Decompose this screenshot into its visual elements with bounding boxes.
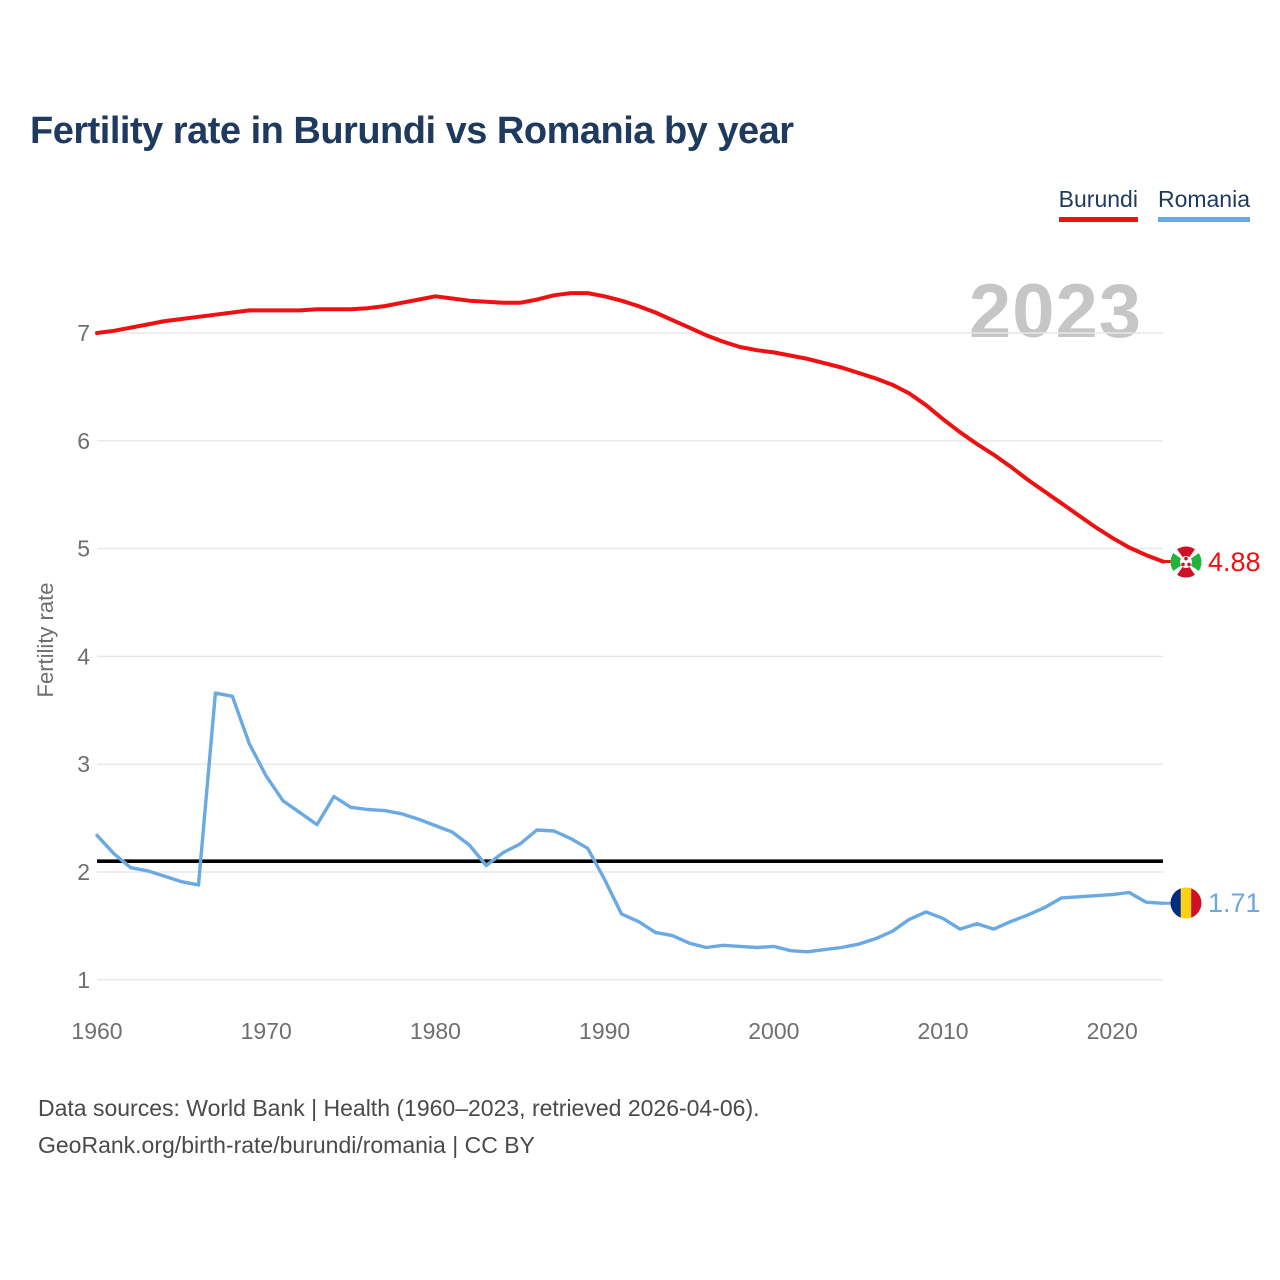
x-tick-label: 1980	[410, 1018, 461, 1044]
romania-flag-icon	[1170, 887, 1202, 919]
burundi-line-series[interactable]	[95, 291, 1165, 564]
x-tick-label: 2000	[748, 1018, 799, 1044]
y-axis-title: Fertility rate	[33, 582, 58, 698]
legend-item-romania[interactable]: Romania	[1157, 186, 1250, 222]
legend-label-romania: Romania	[1157, 186, 1250, 212]
year-watermark: 2023	[968, 269, 1142, 354]
legend-item-burundi[interactable]: Burundi	[1058, 186, 1138, 222]
x-tick-label: 1970	[241, 1018, 292, 1044]
legend: Burundi Romania	[1058, 186, 1250, 222]
x-tick-label: 2010	[917, 1018, 968, 1044]
legend-label-burundi: Burundi	[1058, 186, 1138, 212]
y-tick-label: 3	[77, 751, 90, 777]
y-tick-label: 5	[77, 536, 90, 562]
footer-data-sources: Data sources: World Bank | Health (1960–…	[38, 1095, 760, 1121]
footer: Data sources: World Bank | Health (1960–…	[38, 1090, 760, 1164]
burundi-flag-icon	[1170, 546, 1202, 578]
footer-attribution: GeoRank.org/birth-rate/burundi/romania |…	[38, 1132, 535, 1158]
x-tick-label: 1990	[579, 1018, 630, 1044]
romania-line-series[interactable]	[95, 691, 1165, 954]
y-tick-label: 4	[77, 643, 90, 669]
y-tick-label: 2	[77, 859, 90, 885]
romania-end-value-label: 1.71	[1208, 888, 1261, 919]
y-tick-label: 7	[77, 320, 90, 346]
burundi-end-value-label: 4.88	[1208, 546, 1261, 577]
x-tick-label: 2020	[1087, 1018, 1138, 1044]
y-tick-label: 1	[77, 967, 90, 993]
x-tick-label: 1960	[71, 1018, 122, 1044]
y-tick-label: 6	[77, 428, 90, 454]
chart-title: Fertility rate in Burundi vs Romania by …	[30, 110, 794, 152]
